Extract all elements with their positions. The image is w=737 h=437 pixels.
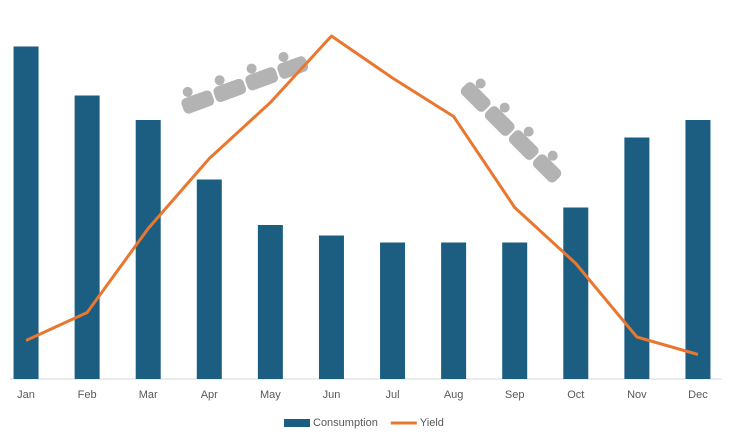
x-tick-label: Apr <box>201 389 218 401</box>
bar <box>318 235 344 379</box>
x-tick-label: Feb <box>78 389 97 401</box>
bar <box>441 242 467 379</box>
x-tick-label: Sep <box>505 389 525 401</box>
x-tick-label: Mar <box>139 389 158 401</box>
x-tick-label: Jul <box>386 389 400 401</box>
x-tick-label: Aug <box>444 389 464 401</box>
line <box>25 34 699 356</box>
x-tick-label: Dec <box>688 389 708 401</box>
bar <box>563 207 589 379</box>
bar <box>502 242 528 379</box>
bar <box>257 225 283 379</box>
x-tick-label: Nov <box>627 389 647 401</box>
x-tick-label: Oct <box>567 389 584 401</box>
bar <box>13 46 39 379</box>
x-tick-label: Jun <box>323 389 341 401</box>
bar <box>624 137 650 379</box>
bar <box>135 120 161 379</box>
bar <box>685 120 711 379</box>
x-tick-label: Jan <box>17 389 35 401</box>
legend-swatch <box>284 419 310 427</box>
legend-label: Yield <box>420 417 444 429</box>
legend-label: Consumption <box>313 417 378 429</box>
bar <box>74 95 100 379</box>
bar <box>196 179 222 379</box>
decoration <box>181 51 562 183</box>
bar <box>380 242 406 379</box>
x-tick-label: May <box>260 389 281 401</box>
